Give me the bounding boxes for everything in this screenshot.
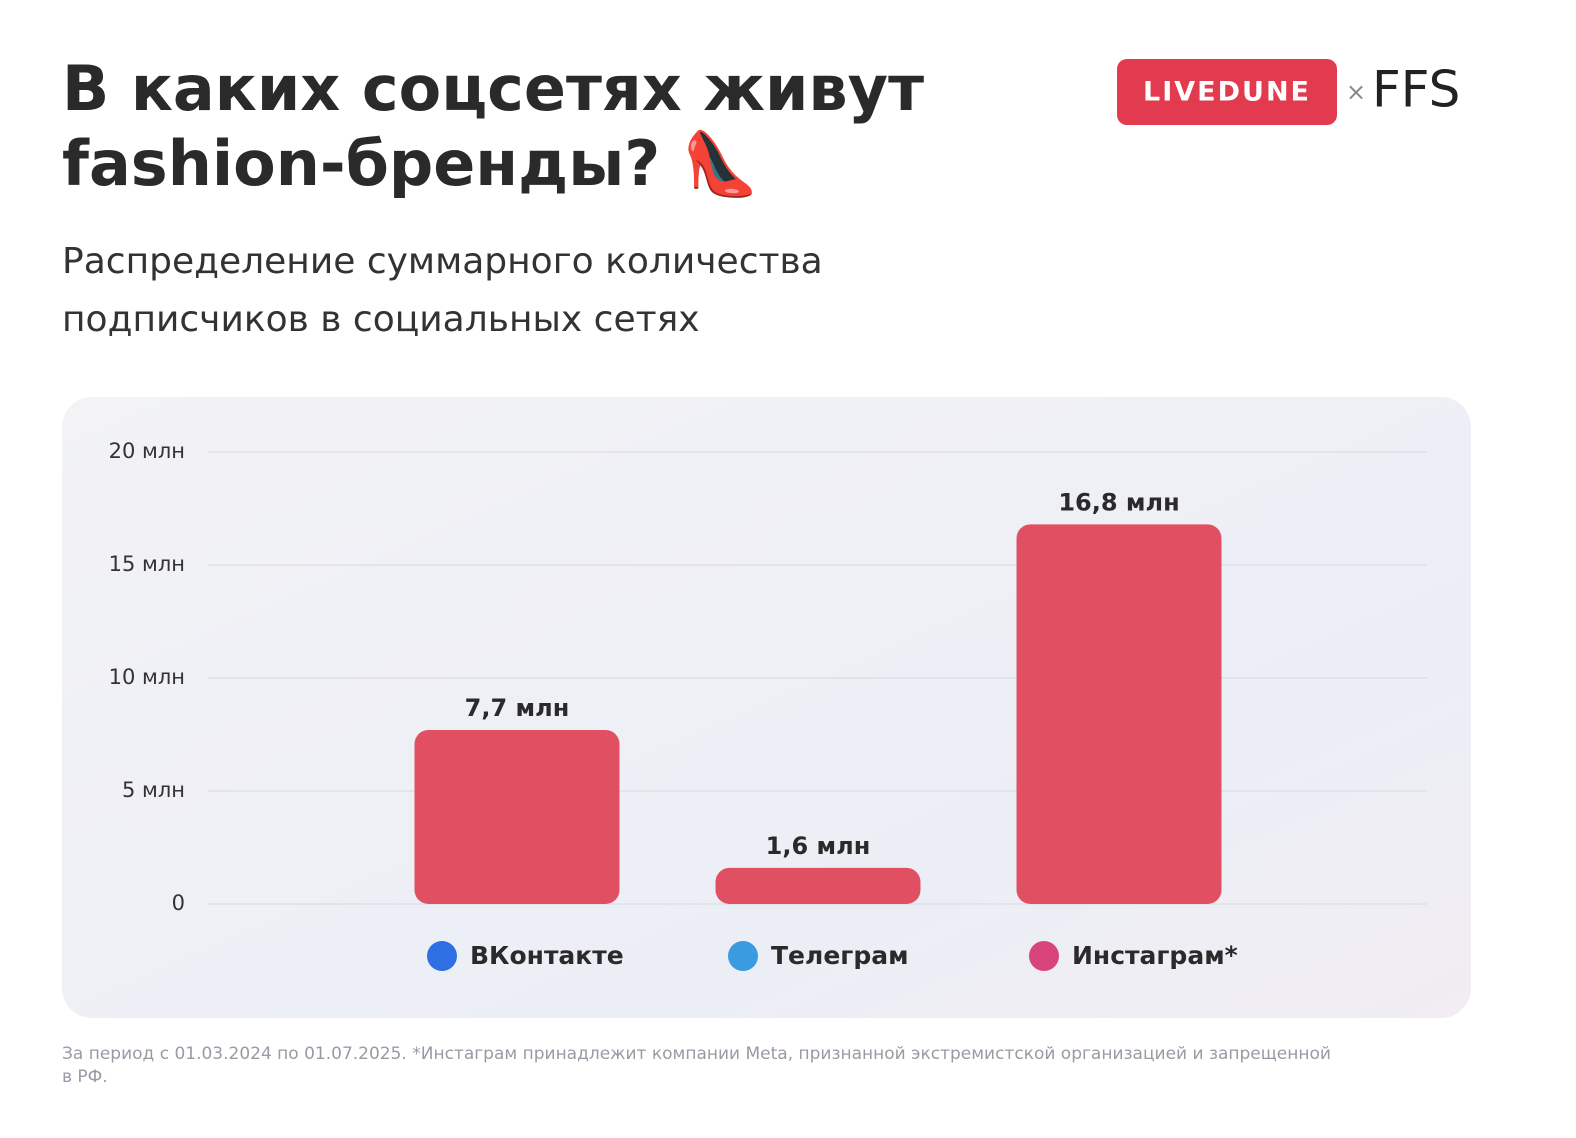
logo-brand: LIVEDUNE bbox=[1143, 77, 1311, 108]
x-tick-label: Инстаграм* bbox=[1072, 941, 1238, 970]
x-tick-label: Телеграм bbox=[771, 941, 909, 970]
category-icon bbox=[1029, 941, 1059, 971]
footnote: в РФ. bbox=[62, 1067, 108, 1087]
chart-title: В каких соцсетях живут bbox=[62, 52, 924, 125]
logo-partner: FFS bbox=[1372, 61, 1460, 119]
category-icon bbox=[427, 941, 457, 971]
logo-separator: × bbox=[1346, 78, 1366, 106]
y-tick-label: 15 млн bbox=[109, 552, 185, 576]
bar bbox=[715, 867, 921, 904]
bar bbox=[414, 729, 620, 904]
y-tick-label: 10 млн bbox=[109, 665, 185, 689]
category-icon bbox=[728, 941, 758, 971]
value-label: 16,8 млн bbox=[1058, 488, 1179, 516]
chart-panel bbox=[62, 397, 1471, 1018]
x-tick-label: ВКонтакте bbox=[470, 941, 624, 970]
logo-badge bbox=[1117, 59, 1337, 125]
value-label: 7,7 млн bbox=[465, 694, 570, 722]
subtitle: подписчиков в социальных сетях bbox=[62, 299, 700, 340]
footnote: За период с 01.03.2024 по 01.07.2025. *И… bbox=[62, 1044, 1331, 1064]
y-tick-label: 5 млн bbox=[122, 778, 185, 802]
y-tick-label: 0 bbox=[172, 891, 185, 915]
bar bbox=[1016, 524, 1222, 904]
subtitle: Распределение суммарного количества bbox=[62, 241, 823, 282]
value-label: 1,6 млн bbox=[766, 832, 871, 860]
chart-title: fashion-бренды? 👠 bbox=[62, 126, 759, 200]
y-tick-label: 20 млн bbox=[109, 439, 185, 463]
